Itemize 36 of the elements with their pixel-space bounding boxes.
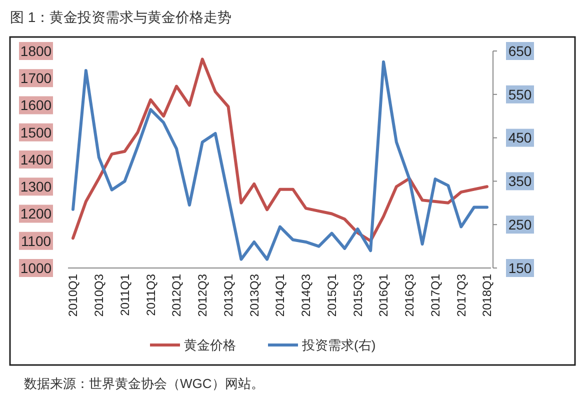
x-tick-label: 2015Q1 <box>324 274 339 317</box>
x-tick-label: 2017Q1 <box>428 274 442 317</box>
x-tick-label: 2010Q1 <box>66 274 80 317</box>
legend-label: 投资需求(右) <box>301 338 376 353</box>
x-tick-label: 2014Q1 <box>273 274 288 317</box>
x-tick-label: 2014Q3 <box>299 274 314 317</box>
x-tick-label: 2013Q1 <box>221 274 236 317</box>
x-tick-label: 2012Q1 <box>170 274 184 317</box>
y2-tick-label: 250 <box>508 216 532 232</box>
y-tick-label: 1400 <box>20 151 52 168</box>
y2-tick-label: 150 <box>508 260 532 276</box>
legend-label: 黄金价格 <box>184 338 236 353</box>
chart-title: 图 1：黄金投资需求与黄金价格走势 <box>10 9 232 25</box>
y2-tick-label: 350 <box>508 173 532 190</box>
x-tick-label: 2010Q3 <box>92 274 106 317</box>
x-tick-label: 2013Q3 <box>247 274 262 317</box>
y-tick-label: 1800 <box>20 42 52 59</box>
y-tick-label: 1100 <box>20 232 52 249</box>
x-tick-label: 2015Q3 <box>350 274 365 317</box>
source-note: 数据来源：世界黄金协会（WGC）网站。 <box>24 376 264 391</box>
y-tick-label: 1700 <box>20 70 52 86</box>
y-tick-label: 1300 <box>20 178 52 195</box>
y-tick-label: 1500 <box>20 124 52 140</box>
x-tick-label: 2011Q1 <box>118 274 132 316</box>
x-tick-label: 2012Q3 <box>196 274 210 317</box>
y2-tick-label: 650 <box>508 42 532 59</box>
y2-tick-label: 550 <box>508 86 532 102</box>
y-tick-label: 1600 <box>20 97 52 114</box>
x-tick-label: 2017Q3 <box>454 274 468 317</box>
x-tick-label: 2018Q1 <box>480 274 494 317</box>
y2-tick-label: 450 <box>508 130 532 146</box>
x-tick-label: 2011Q3 <box>144 274 158 316</box>
x-tick-label: 2016Q3 <box>402 274 417 317</box>
x-tick-label: 2016Q1 <box>376 274 391 317</box>
y-tick-label: 1000 <box>20 260 52 276</box>
y-tick-label: 1200 <box>20 206 52 222</box>
